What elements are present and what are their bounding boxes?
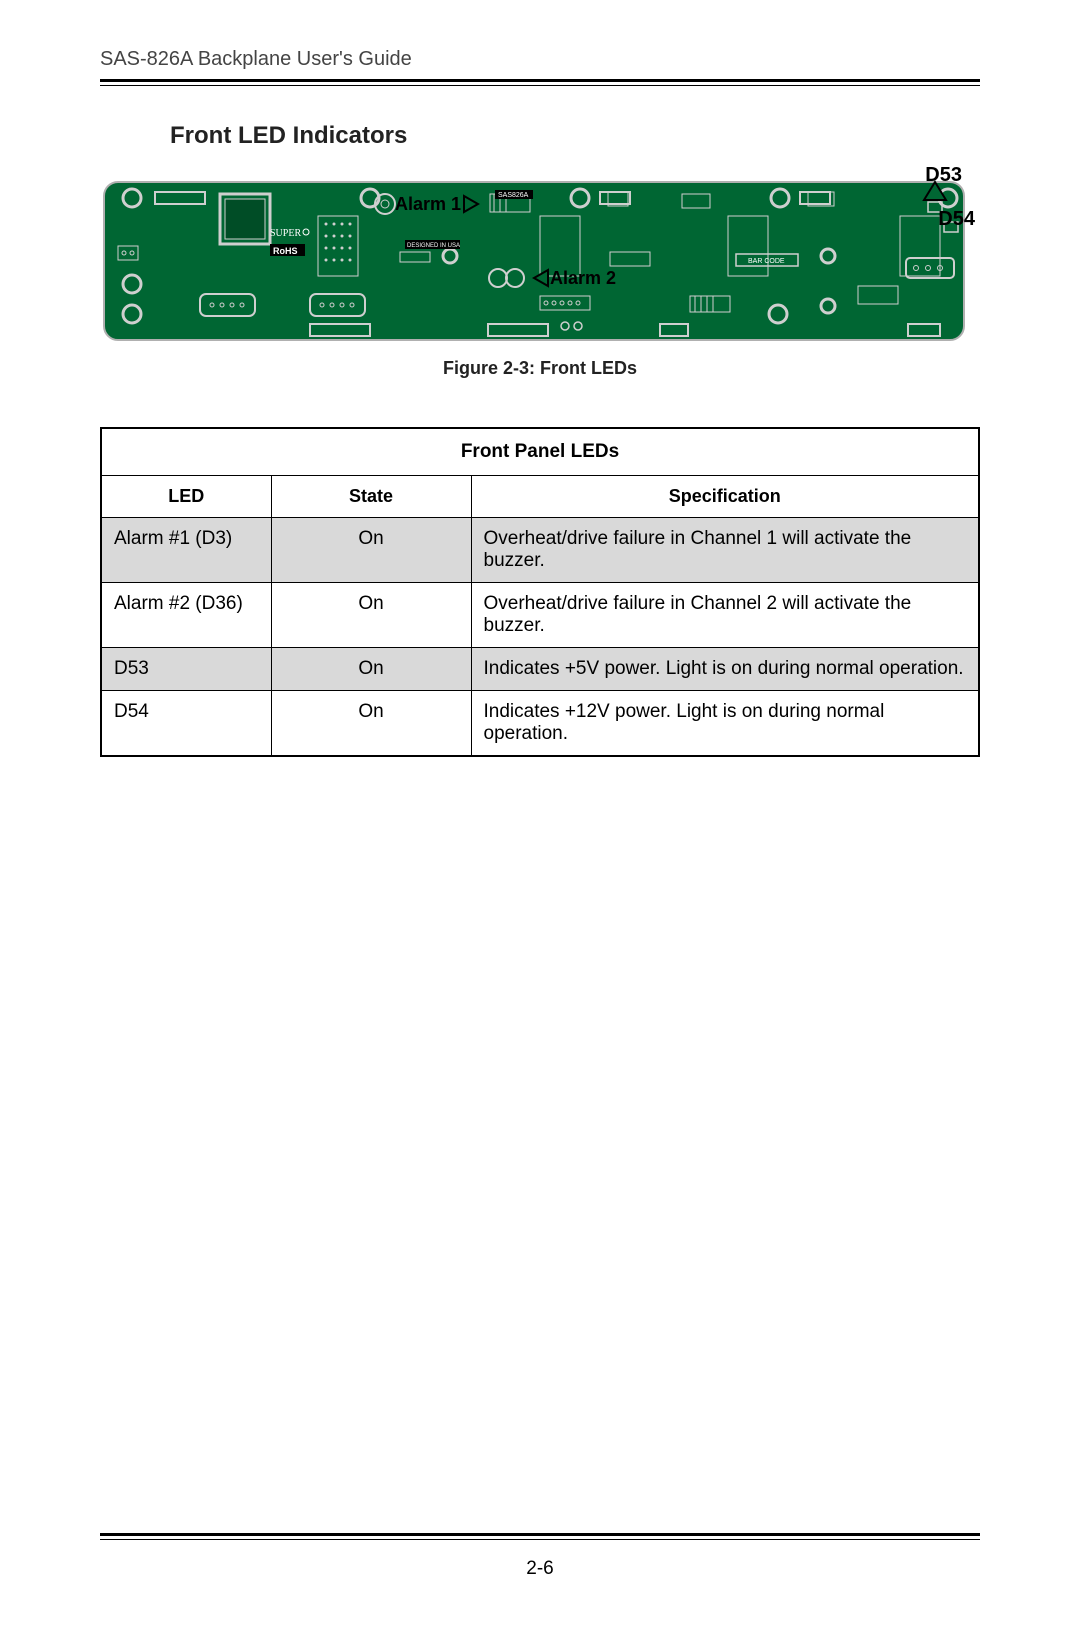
cell-state: On [271, 648, 471, 691]
cell-led: D53 [101, 648, 271, 691]
pcb-diagram: D53 D54 SUPER [100, 166, 980, 346]
th-spec: Specification [471, 476, 979, 518]
pcb-svg: SUPER RoHS Alarm 1 [100, 166, 980, 346]
cell-state: On [271, 518, 471, 583]
th-led: LED [101, 476, 271, 518]
page-header: SAS-826A Backplane User's Guide [100, 48, 980, 71]
cell-state: On [271, 583, 471, 648]
cell-led: D54 [101, 691, 271, 757]
th-state: State [271, 476, 471, 518]
section-title: Front LED Indicators [170, 122, 980, 150]
callout-d54: D54 [938, 208, 975, 231]
cell-spec: Indicates +5V power. Light is on during … [471, 648, 979, 691]
alarm1-label: Alarm 1 [395, 194, 461, 214]
figure-caption: Figure 2-3: Front LEDs [100, 358, 980, 379]
footer-rule [100, 1533, 980, 1540]
cell-spec: Overheat/drive failure in Channel 1 will… [471, 518, 979, 583]
barcode-label: BAR CODE [748, 258, 785, 265]
cell-spec: Indicates +12V power. Light is on during… [471, 691, 979, 757]
sas-label: SAS826A [498, 192, 529, 199]
page-number: 2-6 [0, 1558, 1080, 1580]
table-row: D53 On Indicates +5V power. Light is on … [101, 648, 979, 691]
footer: 2-6 [0, 1533, 1080, 1580]
callout-d53: D53 [925, 164, 962, 187]
cell-led: Alarm #1 (D3) [101, 518, 271, 583]
rohs-label: RoHS [273, 246, 298, 256]
header-rule [100, 79, 980, 86]
led-table: Front Panel LEDs LED State Specification… [100, 427, 980, 757]
cell-led: Alarm #2 (D36) [101, 583, 271, 648]
cell-state: On [271, 691, 471, 757]
table-row: Alarm #2 (D36) On Overheat/drive failure… [101, 583, 979, 648]
super-label: SUPER [270, 228, 301, 239]
alarm2-label: Alarm 2 [550, 268, 616, 288]
designed-label: DESIGNED IN USA [407, 243, 460, 249]
table-row: D54 On Indicates +12V power. Light is on… [101, 691, 979, 757]
cell-spec: Overheat/drive failure in Channel 2 will… [471, 583, 979, 648]
table-title: Front Panel LEDs [101, 428, 979, 476]
table-row: Alarm #1 (D3) On Overheat/drive failure … [101, 518, 979, 583]
